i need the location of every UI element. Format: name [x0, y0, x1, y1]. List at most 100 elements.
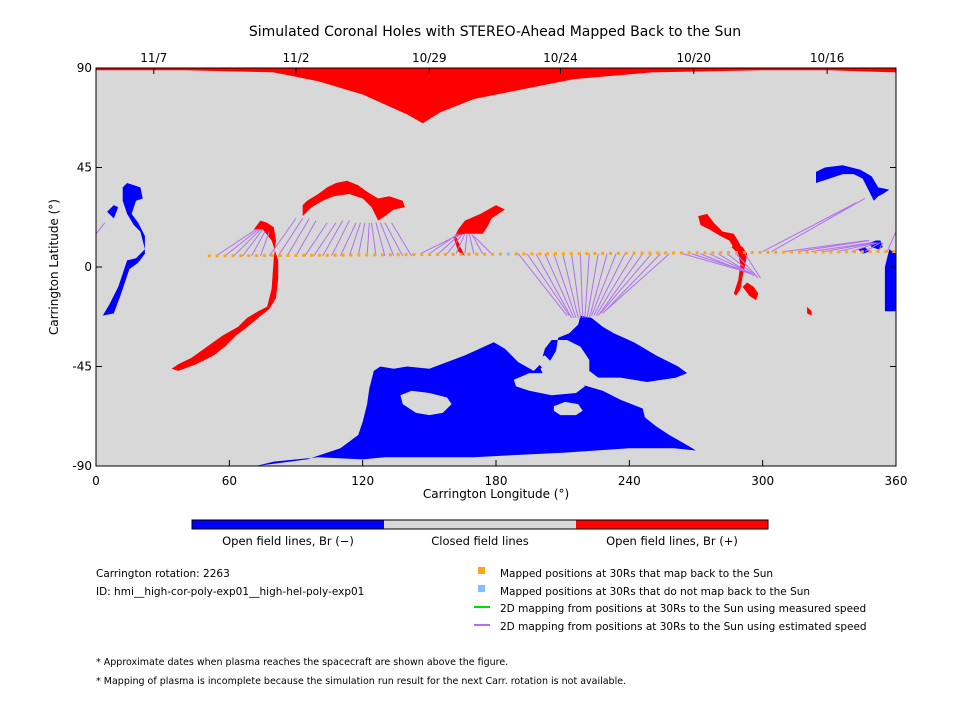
mapping-line-15 [348, 222, 361, 257]
mapped-position [703, 251, 707, 255]
mapping-line-48 [602, 253, 661, 314]
mapped-position [569, 252, 573, 256]
mapped-position [821, 250, 825, 254]
x-tick-label: 60 [222, 474, 237, 488]
negative-region-3 [816, 165, 890, 201]
x-tick-label: 240 [618, 474, 641, 488]
mapping-line-52 [700, 253, 750, 275]
mapping-line-54 [717, 253, 755, 277]
mapping-line-29 [468, 233, 475, 254]
positive-region-7 [807, 306, 812, 316]
mapping-line-6 [268, 218, 297, 257]
legend-text-unmapped: Mapped positions at 30Rs that do not map… [500, 586, 810, 598]
mapping-line-61 [798, 239, 870, 253]
mapping-line-26 [446, 233, 464, 255]
negative-region-2 [884, 249, 896, 312]
mapped-position [514, 252, 518, 256]
mapped-position [624, 251, 628, 255]
y-axis-label: Carrington Latitude (°) [47, 199, 61, 335]
mapped-position [294, 253, 298, 257]
mapped-position [664, 251, 668, 255]
mapping-line-30 [471, 233, 484, 254]
mapping-line-34 [535, 253, 572, 319]
x-axis-label: Carrington Longitude (°) [423, 487, 569, 501]
run-id: ID: hmi__high-cor-poly-exp01__high-hel-p… [96, 586, 364, 598]
mapped-position [782, 250, 786, 254]
legend-text-estimated: 2D mapping from positions at 30Rs to the… [500, 621, 867, 633]
mapped-position [805, 250, 809, 254]
mapped-position [829, 250, 833, 254]
y-tick-label: -45 [72, 360, 92, 374]
note-incomplete: * Mapping of plasma is incomplete becaus… [96, 676, 626, 687]
mapped-position [483, 252, 487, 256]
mapped-position [310, 253, 314, 257]
mapping-line-2 [233, 229, 261, 257]
y-tick-label: 45 [77, 161, 92, 175]
mapped-position [357, 253, 361, 257]
x-tick-label: 300 [751, 474, 774, 488]
mapped-position [553, 252, 557, 256]
mapped-position [797, 250, 801, 254]
mapping-line-69 [96, 222, 106, 235]
date-tick-label: 10/16 [810, 51, 845, 65]
mapped-position [758, 250, 762, 254]
mapping-line-14 [339, 222, 357, 257]
mapped-position [317, 253, 321, 257]
mapped-position [616, 251, 620, 255]
mapped-position [365, 253, 369, 257]
positive-polarity-regions [96, 68, 896, 371]
positive-region-3 [453, 205, 505, 256]
mapped-position [498, 252, 502, 256]
mapping-line-16 [357, 222, 366, 257]
mapped-position [286, 253, 290, 257]
mapping-line-7 [277, 218, 304, 257]
closed-island-0 [513, 373, 585, 396]
mapped-position [302, 253, 306, 257]
mapping-line-67 [877, 242, 884, 252]
mapped-position [475, 252, 479, 256]
mapping-line-25 [437, 233, 461, 255]
mapping-line-33 [526, 253, 570, 316]
colorbar-segment [576, 520, 768, 529]
mapping-line-57 [744, 253, 761, 279]
negative-region-1 [102, 183, 145, 316]
mapping-line-45 [595, 253, 635, 316]
mapping-line-13 [331, 220, 350, 257]
mapped-position [845, 250, 849, 254]
positive-region-4 [698, 213, 741, 252]
colorbar: Open field lines, Br (−) Closed field lin… [191, 519, 769, 548]
mapping-line-21 [384, 222, 404, 257]
mapped-position [538, 252, 542, 256]
mapped-position [207, 254, 211, 258]
colorbar-segment [384, 520, 576, 529]
mapping-line-0 [215, 228, 257, 257]
mapped-position [679, 251, 683, 255]
legend-marker-mapped [478, 567, 485, 574]
closed-island-2 [553, 401, 583, 416]
mapped-position [467, 252, 471, 256]
date-tick-label: 11/2 [283, 51, 310, 65]
mapped-position [443, 252, 447, 256]
mapped-position [719, 251, 723, 255]
mapped-position [632, 251, 636, 255]
colorbar-label: Closed field lines [431, 534, 529, 548]
plot-area [96, 68, 896, 466]
mapping-line-28 [464, 233, 468, 254]
mapping-lines [96, 198, 896, 319]
mapping-line-27 [455, 233, 466, 254]
axes: 0 60 120 180 240 300 360 -90 -45 0 45 90 11/7 11/2 10/… [72, 51, 907, 488]
mapped-position [262, 254, 266, 258]
negative-region-0 [256, 315, 696, 466]
mapping-line-18 [371, 222, 377, 257]
mapped-position [892, 250, 896, 254]
unmapped-position [506, 252, 510, 256]
mapping-line-5 [259, 231, 270, 257]
mapping-line-46 [597, 253, 644, 316]
y-tick-label: 90 [77, 61, 92, 75]
carrington-rotation: Carrington rotation: 2263 [96, 568, 230, 580]
mapping-line-59 [771, 198, 866, 252]
mapped-position [790, 250, 794, 254]
mapped-position [671, 251, 675, 255]
mapping-line-35 [544, 253, 575, 319]
mapped-position [451, 252, 455, 256]
